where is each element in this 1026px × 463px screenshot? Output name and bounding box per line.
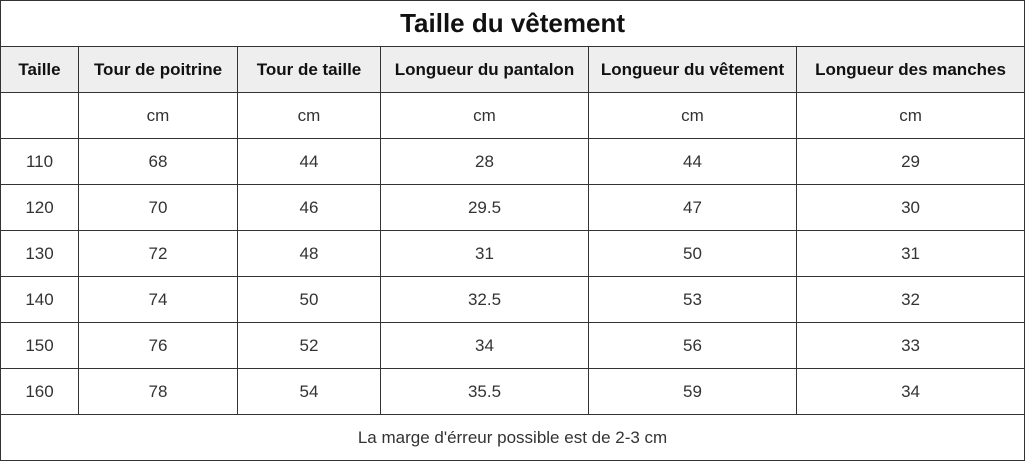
unit-cell: cm (78, 92, 238, 139)
table-title: Taille du vêtement (0, 0, 1026, 47)
table-cell: 53 (588, 276, 797, 323)
table-cell: 54 (237, 368, 381, 415)
header-row: Taille Tour de poitrine Tour de taille L… (0, 46, 1026, 93)
title-row: Taille du vêtement (0, 0, 1026, 47)
table-cell: 68 (78, 138, 238, 185)
error-margin-note: La marge d'érreur possible est de 2-3 cm (0, 414, 1026, 461)
table-cell: 31 (795, 230, 1026, 277)
table-cell: 30 (795, 184, 1026, 231)
table-cell: 78 (78, 368, 238, 415)
table-cell: 52 (237, 322, 381, 369)
table-cell: 74 (78, 276, 238, 323)
table-row: 110 68 44 28 44 29 (0, 138, 1026, 185)
table-cell: 35.5 (380, 368, 589, 415)
unit-cell: cm (237, 92, 381, 139)
table-cell: 72 (78, 230, 238, 277)
unit-cell (0, 92, 79, 139)
unit-cell: cm (795, 92, 1026, 139)
table-cell: 50 (237, 276, 381, 323)
column-header-sleeve-length: Longueur des manches (795, 46, 1026, 93)
size-cell: 160 (0, 368, 79, 415)
table-cell: 48 (237, 230, 381, 277)
table-cell: 76 (78, 322, 238, 369)
size-cell: 140 (0, 276, 79, 323)
table-cell: 56 (588, 322, 797, 369)
table-cell: 34 (380, 322, 589, 369)
column-header-waist: Tour de taille (237, 46, 381, 93)
table-cell: 34 (795, 368, 1026, 415)
note-row: La marge d'érreur possible est de 2-3 cm (0, 414, 1026, 461)
table-row: 140 74 50 32.5 53 32 (0, 276, 1026, 323)
table-cell: 29.5 (380, 184, 589, 231)
table-cell: 31 (380, 230, 589, 277)
unit-cell: cm (380, 92, 589, 139)
table-row: 130 72 48 31 50 31 (0, 230, 1026, 277)
size-cell: 110 (0, 138, 79, 185)
table-cell: 44 (588, 138, 797, 185)
size-cell: 120 (0, 184, 79, 231)
unit-row: cm cm cm cm cm (0, 92, 1026, 139)
table-cell: 50 (588, 230, 797, 277)
column-header-size: Taille (0, 46, 79, 93)
table-cell: 47 (588, 184, 797, 231)
table-cell: 59 (588, 368, 797, 415)
table-row: 120 70 46 29.5 47 30 (0, 184, 1026, 231)
table-cell: 32.5 (380, 276, 589, 323)
table-cell: 46 (237, 184, 381, 231)
table-cell: 44 (237, 138, 381, 185)
size-cell: 150 (0, 322, 79, 369)
table-cell: 28 (380, 138, 589, 185)
table-row: 160 78 54 35.5 59 34 (0, 368, 1026, 415)
unit-cell: cm (588, 92, 797, 139)
size-cell: 130 (0, 230, 79, 277)
table-cell: 29 (795, 138, 1026, 185)
table-row: 150 76 52 34 56 33 (0, 322, 1026, 369)
table-cell: 70 (78, 184, 238, 231)
table-cell: 33 (795, 322, 1026, 369)
column-header-pants-length: Longueur du pantalon (380, 46, 589, 93)
column-header-garment-length: Longueur du vêtement (588, 46, 797, 93)
column-header-chest: Tour de poitrine (78, 46, 238, 93)
table-cell: 32 (795, 276, 1026, 323)
